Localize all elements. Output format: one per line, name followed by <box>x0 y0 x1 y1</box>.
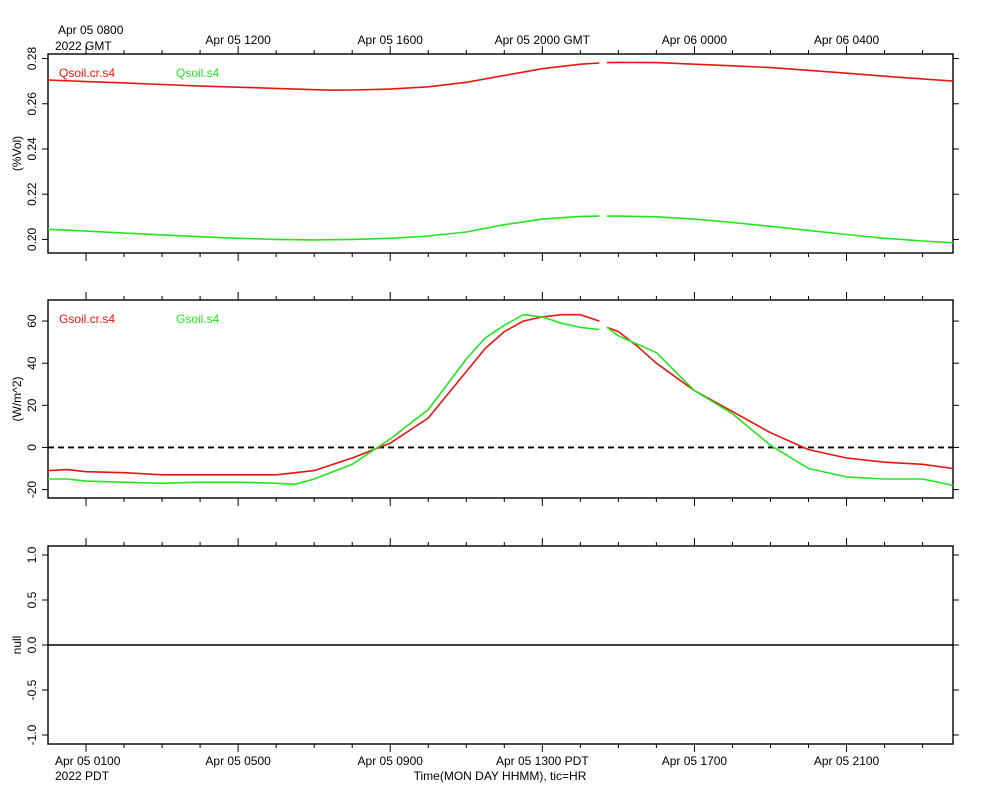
top-time-label: Apr 05 2000 GMT <box>495 33 591 47</box>
top-time-label: Apr 06 0000 <box>662 33 728 47</box>
y-tick-label: 0.22 <box>25 182 39 206</box>
series-line-gsoil-s4 <box>48 313 600 486</box>
series-line-gsoil-cr-s4 <box>47 313 600 476</box>
bottom-time-label: Apr 05 2100 <box>814 754 880 768</box>
y-axis-label: (%Vol) <box>10 136 24 171</box>
bottom-time-label: Apr 05 0900 <box>358 754 424 768</box>
y-tick-label: 0.28 <box>25 47 39 71</box>
y-axis-label: null <box>10 636 24 655</box>
bottom-time-label: Apr 05 1300 PDT <box>496 754 589 768</box>
series-line-qsoil-cr-s4 <box>606 61 954 82</box>
y-tick-label: -0.5 <box>25 679 39 700</box>
chart-panel-2: -20 0 20 40 60 (W/m^2) Gsoil.cr.s4 Gsoil.s4 <box>10 292 959 506</box>
top-time-label: Apr 06 0400 <box>814 33 880 47</box>
chart-panels: 0.20 0.22 0.24 0.26 0.28 (%Vol) Qsoil.cr.s4 Qso… <box>10 46 959 752</box>
top-time-label-first: Apr 05 0800 <box>58 23 124 37</box>
y-tick-label: 0.20 <box>25 227 39 251</box>
y-tick-label: -1.0 <box>25 724 39 745</box>
chart-panel-1: 0.20 0.22 0.24 0.26 0.28 (%Vol) Qsoil.cr.s4 Qso… <box>10 46 959 261</box>
legend-entry-1: Gsoil.cr.s4 <box>59 312 115 326</box>
y-tick-label: -20 <box>25 481 39 499</box>
series-line-qsoil-cr-s4 <box>47 62 600 91</box>
legend-entry-1: Qsoil.cr.s4 <box>59 66 115 80</box>
legend-entry-2: Qsoil.s4 <box>176 66 220 80</box>
chart-panel-3: -1.0 -0.5 0.0 0.5 1.0 null <box>10 538 959 752</box>
bottom-time-label-first: Apr 05 0100 <box>55 754 121 768</box>
plot-frame <box>47 299 954 499</box>
top-time-axis: Apr 05 0800 2022 GMT Apr 05 1200 Apr 05 160… <box>55 23 880 53</box>
series-line-gsoil-s4 <box>606 326 954 487</box>
bottom-time-label: Apr 05 0500 <box>205 754 271 768</box>
series-line-qsoil-s4 <box>607 215 954 244</box>
top-time-label: Apr 05 1600 <box>358 33 424 47</box>
y-tick-label: 0 <box>25 444 39 451</box>
y-tick-label: 20 <box>25 398 39 412</box>
y-tick-label: 40 <box>25 356 39 370</box>
series-line-gsoil-cr-s4 <box>606 326 954 470</box>
y-tick-label: 0.24 <box>25 137 39 161</box>
plot-frame <box>47 53 954 254</box>
x-axis-title: Time(MON DAY HHMM), tic=HR <box>414 769 587 783</box>
series-line-qsoil-s4 <box>47 215 600 241</box>
top-time-label: Apr 05 1200 <box>205 33 271 47</box>
y-tick-label: 0.0 <box>25 636 39 653</box>
bottom-time-label-year: 2022 PDT <box>55 769 110 783</box>
top-time-label-year: 2022 GMT <box>55 39 112 53</box>
y-tick-label: 1.0 <box>25 546 39 563</box>
y-tick-label: 0.5 <box>25 591 39 608</box>
y-tick-label: 60 <box>25 314 39 328</box>
legend-entry-2: Gsoil.s4 <box>176 312 220 326</box>
bottom-time-label: Apr 05 1700 <box>662 754 728 768</box>
y-tick-label: 0.26 <box>25 92 39 116</box>
y-axis-label: (W/m^2) <box>10 377 24 422</box>
